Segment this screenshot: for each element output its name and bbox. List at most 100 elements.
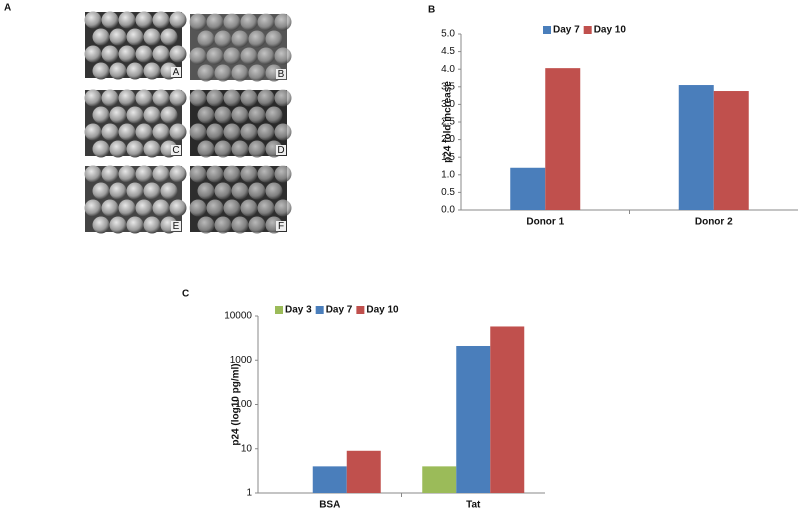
- sphere: [240, 165, 258, 183]
- sphere: [135, 11, 153, 29]
- y-tick-label: 100: [235, 399, 252, 410]
- micrograph: F: [189, 165, 292, 234]
- bar: [422, 466, 457, 493]
- sphere: [118, 199, 136, 217]
- sphere: [92, 28, 110, 46]
- sphere: [160, 106, 178, 124]
- sphere: [240, 47, 258, 65]
- sphere: [160, 182, 178, 200]
- legend-label: Day 7: [553, 25, 580, 36]
- panel-label: B: [428, 5, 435, 16]
- sphere: [197, 216, 215, 234]
- sphere: [143, 182, 161, 200]
- sphere: [197, 64, 215, 82]
- label-box: [276, 145, 286, 155]
- sphere: [109, 28, 127, 46]
- sphere: [92, 216, 110, 234]
- sphere: [214, 64, 232, 82]
- sphere: [257, 165, 275, 183]
- sphere: [189, 199, 207, 217]
- sphere: [84, 199, 102, 217]
- label-box: [276, 69, 286, 79]
- sphere: [101, 123, 119, 141]
- sphere: [223, 89, 241, 107]
- y-tick-label: 1.0: [441, 169, 455, 180]
- sphere: [223, 47, 241, 65]
- sphere: [126, 62, 144, 80]
- sphere: [231, 182, 249, 200]
- sphere: [152, 165, 170, 183]
- sphere: [101, 89, 119, 107]
- sphere: [92, 62, 110, 80]
- image-label: C: [172, 145, 179, 156]
- y-tick-label: 3.5: [441, 81, 455, 92]
- sphere: [189, 13, 207, 31]
- label-box: [171, 67, 181, 77]
- sphere: [189, 89, 207, 107]
- sphere: [126, 216, 144, 234]
- sphere: [206, 47, 224, 65]
- sphere: [248, 30, 266, 48]
- sphere: [84, 11, 102, 29]
- sphere: [92, 182, 110, 200]
- legend-swatch: [356, 306, 365, 314]
- sphere: [240, 89, 258, 107]
- sphere: [152, 45, 170, 63]
- micrograph: A: [84, 11, 187, 80]
- y-tick-label: 3.0: [441, 99, 455, 110]
- sphere: [84, 123, 102, 141]
- image-label: D: [277, 145, 284, 156]
- sphere: [135, 89, 153, 107]
- sphere: [169, 45, 187, 63]
- sphere: [231, 106, 249, 124]
- sphere: [143, 140, 161, 158]
- y-axis-label: p24 (log10 pg/ml): [231, 363, 242, 445]
- bar: [545, 68, 581, 210]
- sphere: [126, 28, 144, 46]
- sphere: [92, 106, 110, 124]
- sphere: [189, 47, 207, 65]
- sphere: [143, 216, 161, 234]
- bar: [490, 326, 525, 493]
- x-tick-label: BSA: [319, 500, 340, 511]
- bar: [678, 85, 714, 210]
- sphere: [101, 11, 119, 29]
- sphere: [231, 216, 249, 234]
- sphere: [135, 199, 153, 217]
- micrographs: A B C D E F: [84, 11, 292, 234]
- panel-label: A: [4, 3, 11, 14]
- sphere: [169, 89, 187, 107]
- sphere: [92, 140, 110, 158]
- sphere: [101, 199, 119, 217]
- sphere: [248, 182, 266, 200]
- sphere: [109, 106, 127, 124]
- sphere: [169, 199, 187, 217]
- sphere: [206, 123, 224, 141]
- sphere: [223, 199, 241, 217]
- sphere: [189, 123, 207, 141]
- bar: [346, 450, 381, 493]
- sphere: [214, 106, 232, 124]
- sphere: [248, 140, 266, 158]
- sphere: [257, 47, 275, 65]
- sphere: [214, 182, 232, 200]
- sphere: [214, 30, 232, 48]
- sphere: [214, 140, 232, 158]
- x-tick-label: Tat: [466, 500, 481, 511]
- micrograph: C: [84, 89, 187, 158]
- sphere: [274, 165, 292, 183]
- label-box: [276, 221, 286, 231]
- image-label: A: [173, 67, 180, 78]
- sphere: [231, 140, 249, 158]
- sphere: [126, 106, 144, 124]
- sphere: [248, 216, 266, 234]
- sphere: [223, 13, 241, 31]
- sphere: [118, 123, 136, 141]
- sphere: [169, 11, 187, 29]
- y-tick-label: 2.0: [441, 134, 455, 145]
- sphere: [126, 182, 144, 200]
- sphere: [274, 123, 292, 141]
- sphere: [84, 89, 102, 107]
- sphere: [248, 64, 266, 82]
- micrograph: E: [84, 165, 187, 234]
